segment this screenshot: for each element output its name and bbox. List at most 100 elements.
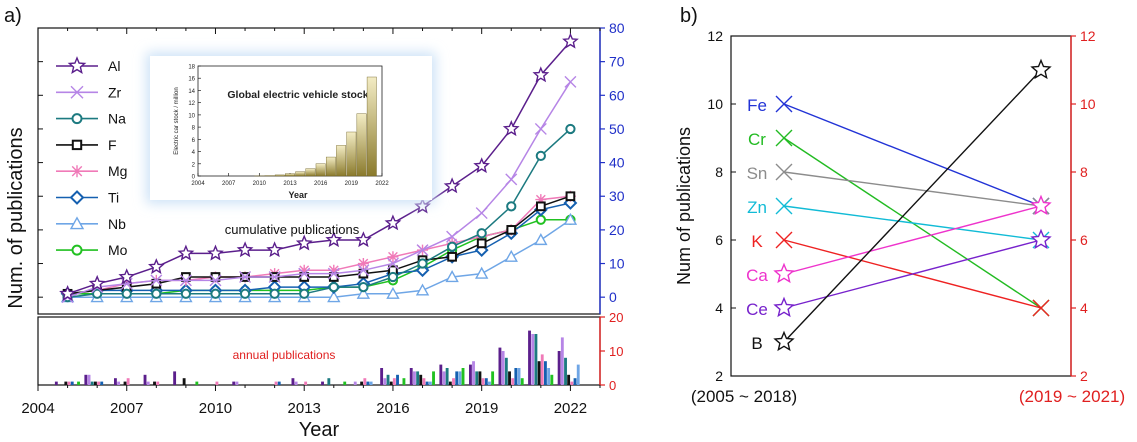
panel-b-y-label: Num of publications — [674, 127, 694, 285]
line-f — [67, 195, 571, 295]
legend-label-na: Na — [108, 111, 126, 127]
annual-bar-al-2006 — [84, 374, 88, 385]
point-na-2015 — [358, 281, 369, 293]
annual-bar-ti-2018 — [455, 371, 459, 385]
point-zr-2013 — [298, 267, 311, 280]
right-tick-label-10: 10 — [609, 256, 625, 272]
b-series-k: K — [751, 231, 1050, 317]
b-right-tick-label-6: 6 — [1080, 232, 1088, 248]
point-na-2022 — [565, 123, 576, 135]
point-f-2022 — [565, 191, 576, 202]
ev-stock-inset: Global electric vehicle stock Year Elect… — [146, 52, 436, 204]
annual-bar-na-2016 — [386, 374, 390, 385]
legend-entry-al: Al — [56, 56, 120, 74]
annual-bar-na-2014 — [327, 378, 331, 385]
inset-bar-2016 — [315, 163, 326, 177]
annual-bar-al-2011 — [232, 381, 236, 385]
point-nb-2019 — [474, 266, 489, 279]
b-label-k: K — [751, 232, 763, 251]
inset-x-tick-label-2010: 2010 — [253, 181, 267, 187]
b-left-tick-label-2: 2 — [715, 368, 723, 384]
inset-bars — [254, 76, 377, 177]
point-na-2010 — [210, 288, 221, 299]
annual-bar-mg-2021 — [540, 354, 544, 385]
inset-x-tick-label-2016: 2016 — [314, 181, 328, 187]
legend-entry-ti: Ti — [56, 190, 119, 206]
panel-b-label: b) — [680, 5, 698, 27]
inset-bar-2020 — [356, 113, 367, 177]
point-zr-2008 — [150, 274, 163, 287]
annual-bar-mg-2008 — [156, 381, 160, 385]
panel-a-label: a) — [4, 5, 22, 27]
inset-x-tick-label-2004: 2004 — [191, 181, 205, 187]
point-zr-2020 — [505, 173, 518, 186]
inset-x-tick-label-2022: 2022 — [375, 181, 389, 187]
annual-bar-na-2022 — [564, 357, 567, 385]
b-label-ca: Ca — [746, 266, 768, 285]
right-tick-label-40: 40 — [609, 155, 625, 171]
inset-ticks: 0 2 4 6 8 10 12 14 16 18 2004 2007 2010 2013 2016 2019 2… — [188, 65, 389, 188]
panel-b-series: Fe Cr Sn Zn K Ca Ce B — [746, 58, 1052, 353]
annual-bar-mg-2010 — [215, 381, 219, 385]
b-right-tick-label-12: 12 — [1080, 28, 1096, 44]
annual-bar-na-2021 — [534, 334, 538, 385]
point-mg-2015 — [357, 258, 369, 270]
legend-entry-f: F — [56, 137, 117, 153]
inset-x-tick-label-2019: 2019 — [345, 181, 359, 187]
point-al-2021 — [532, 66, 550, 83]
right-tick-label-80: 80 — [609, 20, 625, 36]
annual-bar-f-2021 — [537, 361, 541, 385]
legend-marker-ti — [69, 190, 85, 205]
annual-bar-zr-2018 — [442, 371, 446, 385]
cumulative-publications-annotation: cumulative publications — [225, 222, 360, 237]
point-f-2021 — [535, 201, 546, 212]
annual-bar-zr-2013 — [294, 381, 298, 385]
point-zr-2017 — [416, 244, 429, 257]
point-al-2013 — [295, 234, 313, 251]
right-tick-label-50: 50 — [609, 121, 625, 137]
b-line-sn — [783, 171, 1042, 207]
annual-bar-f-2005 — [64, 381, 68, 385]
point-nb-2016 — [386, 286, 400, 299]
annual-bar-f-2006 — [94, 381, 97, 385]
line-mg — [67, 195, 571, 295]
period-2-label: (2019 ~ 2021) — [1019, 387, 1125, 406]
legend-label-f: F — [108, 137, 117, 153]
annual-bar-nb-2022 — [576, 364, 580, 385]
b-left-tick-label-8: 8 — [715, 164, 723, 180]
right-tick-label-0: 0 — [609, 289, 617, 305]
panel-a-series — [59, 32, 579, 304]
annual-bar-mg-2012 — [274, 381, 278, 385]
annual-bar-ti-2015 — [366, 381, 370, 385]
annual-bar-zr-2008 — [146, 381, 150, 385]
legend-marker-zr — [70, 85, 84, 99]
x-tick-label-2022: 2022 — [554, 400, 587, 417]
annual-bar-al-2018 — [439, 364, 443, 385]
legend-label-mg: Mg — [108, 163, 127, 179]
annual-bar-ti-2006 — [100, 381, 104, 385]
point-na-2008 — [151, 288, 162, 299]
point-al-2007 — [118, 268, 136, 285]
b-right-tick-label-2: 2 — [1080, 368, 1088, 384]
point-mg-2021 — [535, 194, 547, 206]
point-al-2011 — [236, 241, 254, 258]
b-point-b-period-2 — [1030, 58, 1052, 80]
annual-bar-mg-2007 — [126, 378, 130, 385]
legend-marker-al — [67, 56, 87, 74]
point-al-2010 — [207, 244, 224, 261]
b-label-fe: Fe — [747, 96, 767, 115]
point-al-2009 — [177, 244, 195, 261]
annual-bar-al-2017 — [409, 368, 413, 385]
b-point-zn-period-1 — [775, 197, 793, 215]
annual-bar-mo-2019 — [491, 371, 495, 385]
annual-bar-f-2017 — [419, 374, 423, 385]
point-mg-2013 — [298, 264, 310, 276]
series-na — [62, 123, 576, 303]
point-nb-2020 — [504, 249, 518, 262]
b-label-b: B — [751, 334, 762, 353]
b-point-fe-period-1 — [775, 95, 793, 113]
annual-bar-al-2013 — [291, 378, 295, 385]
panel-a-right-axis: 0 10 20 30 40 50 60 70 80 — [599, 20, 625, 314]
inset-bar-2015 — [305, 168, 316, 177]
